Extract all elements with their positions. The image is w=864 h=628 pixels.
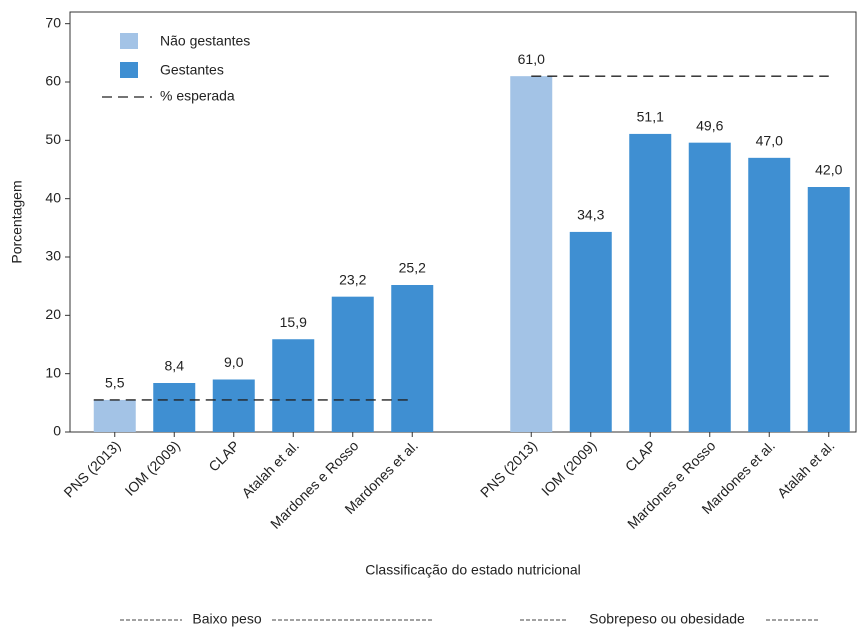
- x-tick-label: PNS (2013): [477, 437, 540, 500]
- bar: [688, 142, 731, 432]
- y-tick-label: 30: [45, 248, 61, 264]
- legend-label: % esperada: [160, 88, 235, 104]
- bar: [272, 339, 315, 432]
- y-tick-label: 20: [45, 306, 61, 322]
- bar: [807, 187, 850, 432]
- bar: [569, 231, 612, 432]
- value-label: 34,3: [577, 207, 604, 223]
- bar: [629, 133, 672, 432]
- legend-label: Não gestantes: [160, 33, 250, 49]
- x-tick-label: CLAP: [205, 437, 242, 474]
- x-tick-label: Atalah et al.: [238, 437, 302, 501]
- bar: [93, 399, 136, 432]
- y-tick-label: 70: [45, 14, 61, 30]
- plot-frame: [69, 11, 857, 433]
- group-label: Baixo peso: [192, 611, 261, 627]
- value-label: 42,0: [815, 162, 842, 178]
- value-label: 8,4: [165, 358, 185, 374]
- value-label: 23,2: [339, 271, 366, 287]
- x-tick-label: PNS (2013): [60, 437, 123, 500]
- x-tick-label: IOM (2009): [122, 437, 183, 498]
- y-tick-label: 10: [45, 364, 61, 380]
- value-label: 25,2: [399, 260, 426, 276]
- y-tick-label: 50: [45, 131, 61, 147]
- bar: [510, 76, 553, 433]
- y-tick-label: 0: [53, 423, 61, 439]
- x-tick-label: CLAP: [622, 437, 659, 474]
- bar: [212, 379, 255, 432]
- x-tick-label: IOM (2009): [538, 437, 599, 498]
- value-label: 15,9: [280, 314, 307, 330]
- value-label: 51,1: [637, 109, 664, 125]
- legend-swatch: [120, 62, 138, 78]
- x-tick-label: Atalah et al.: [774, 437, 838, 501]
- value-label: 9,0: [224, 354, 244, 370]
- bar: [153, 383, 196, 432]
- bar: [331, 296, 374, 432]
- x-axis-title: Classificação do estado nutricional: [365, 562, 581, 578]
- value-label: 5,5: [105, 375, 125, 391]
- y-axis-title: Porcentagem: [9, 180, 25, 263]
- y-tick-label: 40: [45, 189, 61, 205]
- legend-swatch: [120, 33, 138, 49]
- value-label: 47,0: [756, 133, 783, 149]
- value-label: 61,0: [518, 51, 545, 67]
- group-label: Sobrepeso ou obesidade: [589, 611, 745, 627]
- y-tick-label: 60: [45, 73, 61, 89]
- bar: [391, 285, 434, 432]
- bar: [748, 157, 791, 433]
- value-label: 49,6: [696, 117, 723, 133]
- legend-label: Gestantes: [160, 62, 224, 78]
